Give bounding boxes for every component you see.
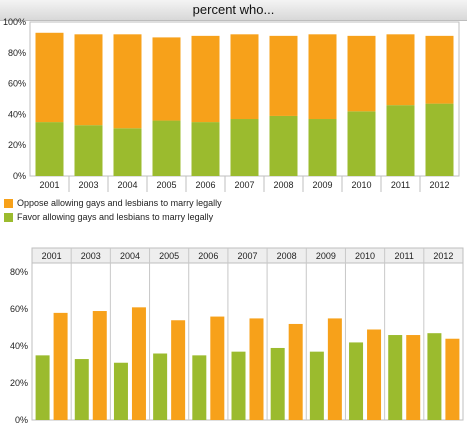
y-tick-label: 20% (8, 140, 26, 150)
y-tick-label: 60% (10, 304, 28, 314)
bar-oppose (92, 311, 107, 420)
y-tick-label: 40% (8, 109, 26, 119)
legend-label-oppose: Oppose allowing gays and lesbians to mar… (17, 198, 222, 208)
bar-favor (74, 125, 103, 176)
legend-item-oppose: Oppose allowing gays and lesbians to mar… (4, 198, 222, 208)
category-header-label: 2008 (277, 251, 297, 261)
x-tick-label: 2001 (39, 180, 59, 190)
bar-oppose (131, 307, 146, 420)
bar-oppose (191, 35, 220, 123)
category-header-label: 2005 (159, 251, 179, 261)
y-tick-label: 80% (8, 48, 26, 58)
y-tick-label: 40% (10, 341, 28, 351)
bar-oppose (288, 323, 303, 420)
bar-oppose (53, 312, 68, 420)
legend-swatch-favor (4, 212, 13, 222)
bar-oppose (308, 34, 337, 120)
bar-oppose (406, 335, 421, 420)
bar-oppose (171, 320, 186, 420)
bar-favor (35, 122, 64, 176)
bar-favor (308, 119, 337, 176)
bar-oppose (269, 35, 298, 116)
bar-favor (386, 105, 415, 176)
bar-favor (425, 103, 454, 176)
x-tick-label: 2009 (312, 180, 332, 190)
category-header-label: 2001 (42, 251, 62, 261)
bar-favor (231, 351, 246, 420)
bar-favor (427, 333, 442, 420)
bar-oppose (445, 338, 460, 420)
bar-oppose (74, 34, 103, 126)
bar-oppose (230, 34, 259, 120)
bar-oppose (152, 37, 181, 121)
x-tick-label: 2010 (351, 180, 371, 190)
category-header-label: 2004 (120, 251, 140, 261)
bar-favor (191, 122, 220, 176)
bar-oppose (347, 35, 376, 112)
bar-oppose (113, 34, 142, 129)
bar-favor (269, 115, 298, 176)
bar-oppose (425, 35, 454, 104)
bar-favor (153, 353, 168, 420)
bar-oppose (35, 32, 64, 123)
bar-favor (113, 128, 142, 176)
chart-title: percent who... (0, 0, 467, 21)
legend-swatch-oppose (4, 198, 13, 208)
category-header-label: 2009 (316, 251, 336, 261)
bar-favor (113, 362, 128, 420)
y-tick-label: 100% (3, 17, 26, 27)
category-header-label: 2010 (355, 251, 375, 261)
x-tick-label: 2005 (156, 180, 176, 190)
bar-oppose (327, 318, 342, 420)
y-tick-label: 20% (10, 378, 28, 388)
bar-favor (309, 351, 324, 420)
x-tick-label: 2007 (234, 180, 254, 190)
bar-favor (388, 335, 403, 420)
legend-label-favor: Favor allowing gays and lesbians to marr… (17, 212, 214, 222)
stacked-bar-chart: 0% 20% 40% 60% 80% 100% 2001 2003 2004 2005 2006 20… (3, 17, 460, 192)
bar-oppose (386, 34, 415, 106)
x-tick-label: 2006 (195, 180, 215, 190)
bar-oppose (249, 318, 264, 420)
bar-oppose (367, 329, 382, 420)
category-header-label: 2011 (395, 251, 414, 261)
y-tick-label: 60% (8, 79, 26, 89)
x-tick-label: 2012 (429, 180, 449, 190)
bar-oppose (210, 316, 225, 420)
bar-favor (152, 120, 181, 176)
bar-favor (347, 111, 376, 176)
bar-favor (349, 342, 364, 420)
bar-favor (270, 347, 285, 420)
bar-favor (74, 359, 89, 420)
category-header-label: 2012 (433, 251, 453, 261)
y-tick-label: 0% (13, 171, 26, 181)
category-header-label: 2006 (198, 251, 218, 261)
category-header-label: 2003 (81, 251, 101, 261)
x-tick-label: 2003 (78, 180, 98, 190)
bar-favor (35, 355, 50, 420)
x-tick-label: 2008 (273, 180, 293, 190)
bar-favor (230, 119, 259, 176)
y-tick-label: 0% (15, 415, 28, 425)
bar-favor (192, 355, 207, 420)
category-header-band (31, 247, 464, 264)
x-tick-label: 2004 (117, 180, 137, 190)
x-tick-label: 2011 (391, 180, 410, 190)
category-header-label: 2007 (237, 251, 257, 261)
y-tick-label: 80% (10, 267, 28, 277)
legend-item-favor: Favor allowing gays and lesbians to marr… (4, 212, 213, 222)
